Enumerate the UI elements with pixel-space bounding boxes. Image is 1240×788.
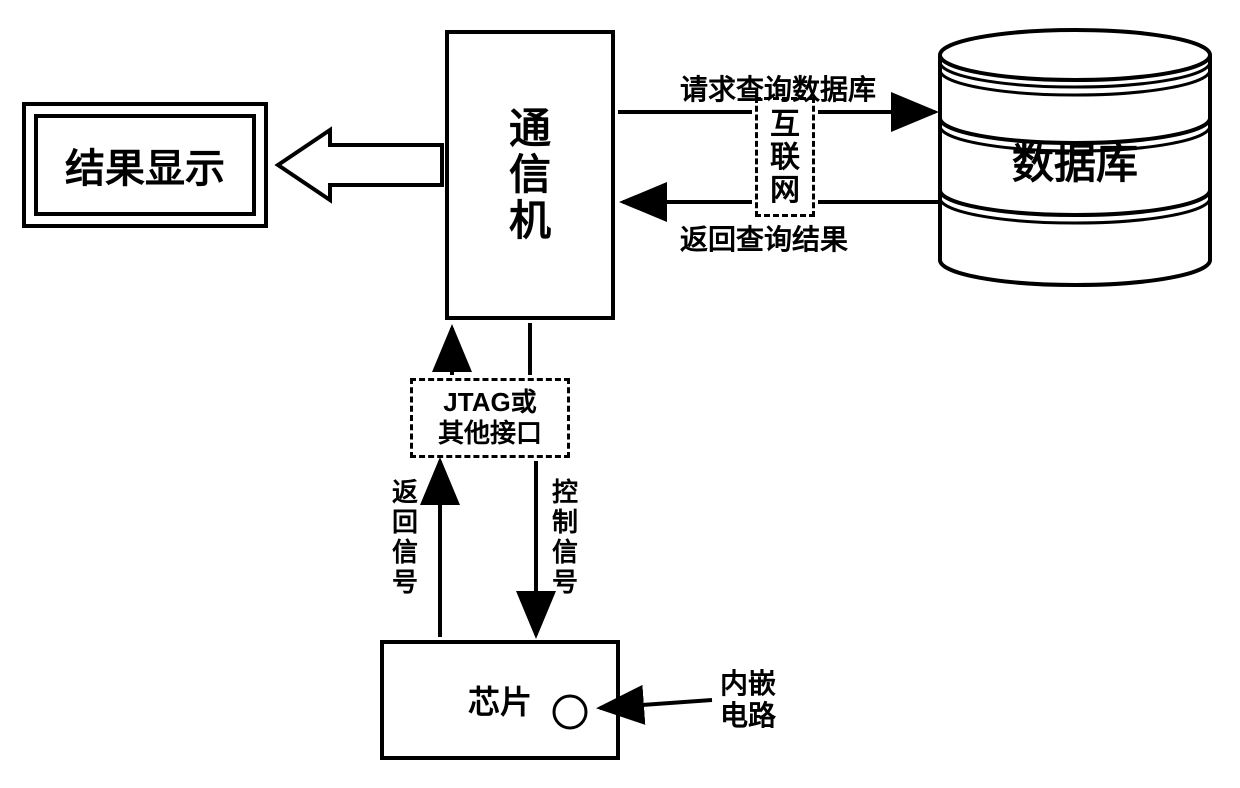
comm-machine-label: 通 信 机 <box>509 106 551 245</box>
comm-char-1: 信 <box>509 152 551 198</box>
cs-3: 号 <box>552 568 578 598</box>
rs-2: 信 <box>392 538 418 568</box>
database-label: 数据库 <box>1012 141 1138 188</box>
database-cylinder <box>940 30 1210 285</box>
jtag-box: JTAG或 其他接口 <box>410 378 570 458</box>
comm-machine-box: 通 信 机 <box>445 30 615 320</box>
internet-char-2: 网 <box>770 174 800 207</box>
cs-1: 制 <box>552 508 578 538</box>
result-display-box: 结果显示 <box>34 114 256 216</box>
jtag-line1: JTAG或 <box>443 387 536 418</box>
return-result-label: 返回查询结果 <box>680 218 848 258</box>
result-display-label: 结果显示 <box>65 136 225 194</box>
return-signal-label: 返 回 信 号 <box>392 478 418 598</box>
internet-char-0: 互 <box>770 108 800 141</box>
comm-char-2: 机 <box>509 198 551 244</box>
cs-0: 控 <box>552 478 578 508</box>
internet-box: 互 联 网 <box>755 97 815 217</box>
ec-l1: 内嵌 <box>720 668 776 700</box>
embedded-circuit-label: 内嵌 电路 <box>720 668 776 732</box>
comm-char-0: 通 <box>509 106 551 152</box>
internet-label: 互 联 网 <box>770 108 800 207</box>
cs-2: 信 <box>552 538 578 568</box>
block-arrow-left <box>278 130 442 200</box>
query-db-label: 请求查询数据库 <box>680 68 876 108</box>
query-db-text: 请求查询数据库 <box>680 74 876 105</box>
chip-box: 芯片 <box>380 640 620 760</box>
ec-l2: 电路 <box>720 700 776 732</box>
internet-char-1: 联 <box>770 141 800 174</box>
rs-0: 返 <box>392 478 418 508</box>
return-result-text: 返回查询结果 <box>680 224 848 255</box>
control-signal-label: 控 制 信 号 <box>552 478 578 598</box>
chip-label: 芯片 <box>468 677 532 723</box>
rs-1: 回 <box>392 508 418 538</box>
jtag-line2: 其他接口 <box>438 418 542 449</box>
rs-3: 号 <box>392 568 418 598</box>
